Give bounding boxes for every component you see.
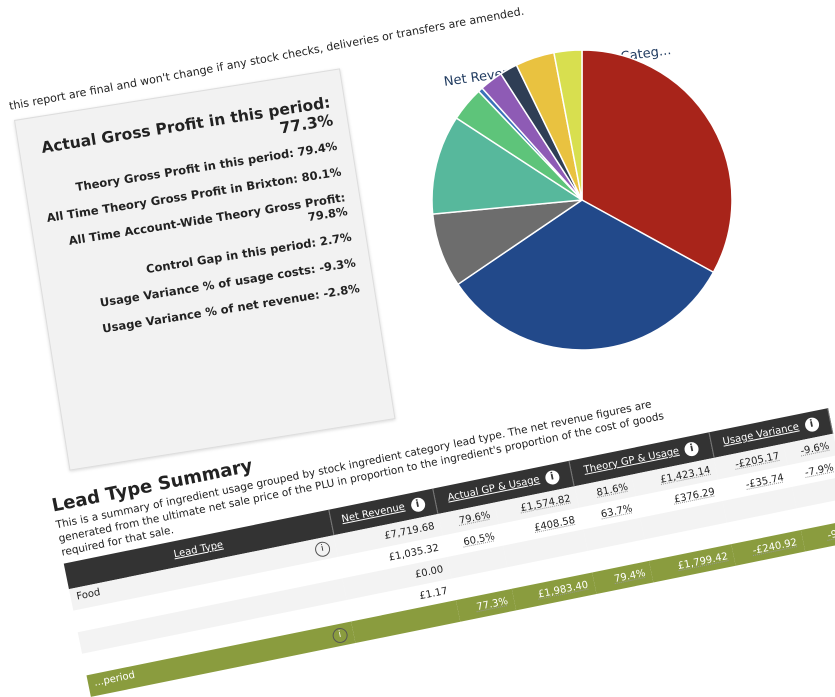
cell-value: -7.9% [803, 461, 835, 479]
net-revenue-pie [431, 50, 733, 351]
cell-value: 81.6% [595, 481, 629, 499]
pie-slice[interactable] [553, 50, 583, 201]
cell-value: £0.00 [414, 563, 445, 581]
cell-value: £408.58 [533, 514, 576, 534]
info-icon[interactable]: i [409, 496, 426, 514]
cell-value: ...period [93, 669, 136, 689]
cell-value: 79.6% [458, 509, 492, 527]
info-icon[interactable]: i [331, 626, 349, 644]
cell-value: -9.6% [799, 440, 831, 457]
cell-value: £1,799.42 [676, 550, 729, 572]
cell-value: £1,983.40 [537, 579, 590, 601]
gross-profit-box: Actual Gross Profit in this period: 77.3… [14, 68, 396, 471]
header-label[interactable]: Lead Type [172, 539, 225, 560]
cell-value: £1.17 [418, 585, 449, 602]
cell-value: 79.4% [613, 567, 647, 585]
info-icon[interactable]: i [683, 440, 701, 458]
cell-value: 63.7% [599, 502, 634, 520]
info-icon[interactable]: i [803, 416, 820, 433]
cell-value: -£35.74 [744, 471, 785, 491]
cell-value: -9... [826, 526, 835, 542]
info-icon[interactable]: i [544, 469, 561, 486]
cell-value: 77.3% [475, 595, 509, 613]
pie-slice[interactable] [581, 50, 733, 274]
info-icon[interactable]: i [313, 539, 332, 558]
pie-slice[interactable] [431, 117, 585, 215]
cell-value: -£240.92 [751, 536, 798, 557]
cell-value: Food [75, 586, 102, 603]
pie-slice[interactable] [456, 199, 715, 351]
cell-value: £376.29 [673, 486, 716, 506]
cell-value: 60.5% [462, 530, 496, 548]
